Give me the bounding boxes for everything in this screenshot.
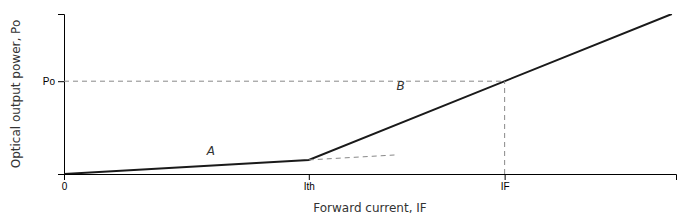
x-tick: 0 bbox=[62, 174, 68, 192]
annotation: B bbox=[396, 79, 404, 93]
annotations: AB bbox=[206, 79, 405, 159]
line bbox=[309, 155, 395, 160]
line bbox=[504, 81, 505, 174]
x-tick-label: Ith bbox=[304, 181, 315, 192]
line bbox=[64, 81, 505, 82]
x-axis: 0 Ith IF bbox=[62, 174, 677, 192]
y-axis: Po bbox=[43, 15, 65, 175]
plot: 0IthIFPoAB bbox=[43, 14, 677, 192]
y-tick-label: Po bbox=[43, 76, 56, 87]
lines bbox=[64, 14, 672, 174]
annotation: A bbox=[206, 144, 215, 158]
chart: 0IthIFPoABForward current, IFOptical out… bbox=[0, 0, 700, 220]
x-tick-mark bbox=[309, 174, 310, 180]
x-tick-label: IF bbox=[501, 181, 510, 192]
y-axis-title: Optical output power, Po bbox=[9, 20, 23, 168]
line bbox=[64, 14, 672, 174]
x-axis-line bbox=[65, 175, 677, 181]
x-tick: IF bbox=[501, 174, 510, 192]
x-tick: Ith bbox=[304, 174, 315, 192]
y-tick: Po bbox=[43, 76, 64, 87]
x-axis-title: Forward current, IF bbox=[313, 201, 427, 215]
y-axis-line bbox=[58, 15, 65, 175]
x-tick-label: 0 bbox=[62, 181, 68, 192]
x-tick-mark bbox=[505, 174, 506, 180]
y-tick-mark bbox=[58, 81, 64, 82]
